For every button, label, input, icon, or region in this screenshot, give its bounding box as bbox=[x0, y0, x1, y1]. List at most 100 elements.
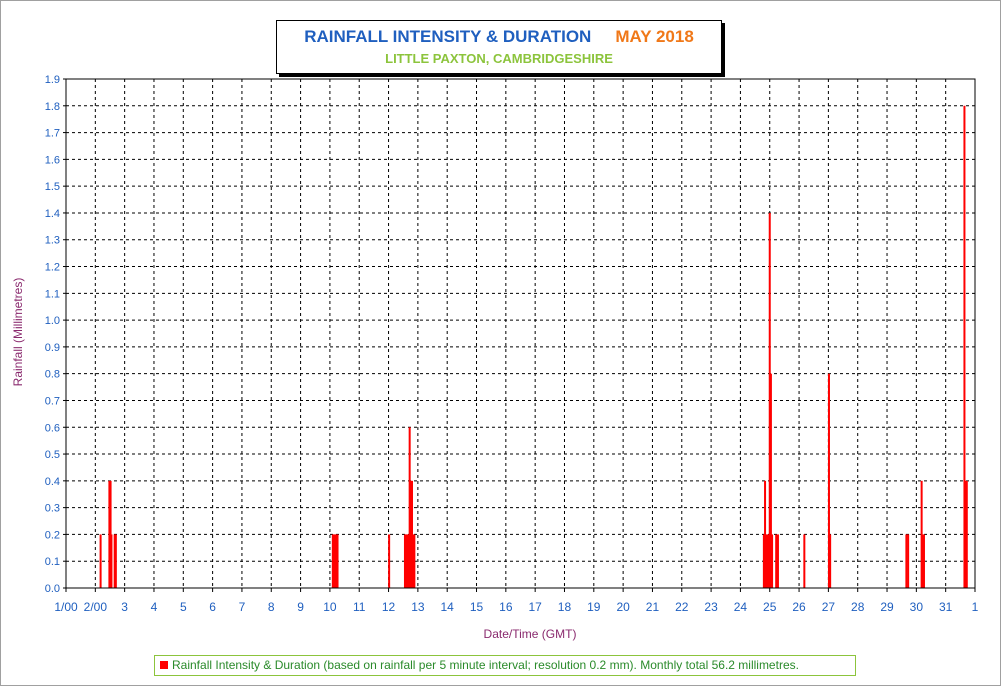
rainfall-bar bbox=[771, 534, 774, 588]
y-tick-labels: 0.0 0.1 0.2 0.3 0.4 0.5 0.6 0.7 0.8 0.9 1.0 1.1 1.2 1… bbox=[45, 74, 60, 595]
rainfall-bar bbox=[336, 534, 339, 588]
x-tick-label: 8 bbox=[268, 600, 275, 614]
y-tick-label: 0.2 bbox=[45, 529, 60, 541]
x-tick-label: 27 bbox=[822, 600, 836, 614]
rainfall-bar bbox=[407, 534, 410, 588]
rainfall-bar bbox=[920, 480, 923, 588]
x-tick-label: 1 bbox=[972, 600, 979, 614]
rainfall-bar bbox=[408, 427, 411, 588]
y-tick-label: 1.1 bbox=[45, 288, 60, 300]
rainfall-bar bbox=[333, 534, 336, 588]
rainfall-bar bbox=[921, 534, 924, 588]
y-tick-label: 1.9 bbox=[45, 74, 60, 86]
y-tick-label: 1.3 bbox=[45, 235, 60, 247]
y-tick-label: 1.5 bbox=[45, 181, 60, 193]
rainfall-bar bbox=[109, 480, 112, 588]
x-tick-label: 2/00 bbox=[84, 600, 108, 614]
y-tick-label: 0.4 bbox=[45, 476, 60, 488]
rainfall-bar bbox=[334, 534, 337, 588]
x-tick-label: 3 bbox=[121, 600, 128, 614]
y-tick-label: 1.2 bbox=[45, 262, 60, 274]
y-tick-label: 0.5 bbox=[45, 449, 60, 461]
x-tick-label: 15 bbox=[470, 600, 484, 614]
x-tick-label: 1/00 bbox=[54, 600, 78, 614]
rainfall-bar bbox=[907, 534, 910, 588]
rainfall-bar bbox=[827, 373, 830, 588]
rainfall-bar bbox=[406, 534, 409, 588]
rainfall-bar bbox=[905, 534, 908, 588]
legend-text: Rainfall Intensity & Duration (based on … bbox=[172, 658, 799, 672]
x-axis-label: Date/Time (GMT) bbox=[484, 627, 577, 641]
x-tick-label: 16 bbox=[499, 600, 513, 614]
y-axis-label: Rainfall (Millimetres) bbox=[11, 278, 25, 387]
y-tick-label: 0.3 bbox=[45, 503, 60, 515]
rainfall-bar bbox=[768, 212, 771, 588]
x-tick-label: 9 bbox=[297, 600, 304, 614]
rainfall-bar bbox=[764, 480, 767, 588]
x-tick-label: 28 bbox=[851, 600, 865, 614]
x-tick-label: 12 bbox=[382, 600, 396, 614]
y-tick-label: 0.7 bbox=[45, 395, 60, 407]
x-tick-label: 30 bbox=[910, 600, 924, 614]
legend-swatch bbox=[160, 661, 168, 669]
x-tick-label: 5 bbox=[180, 600, 187, 614]
rainfall-bars bbox=[99, 105, 968, 588]
rainfall-bar bbox=[765, 534, 768, 588]
x-tick-label: 22 bbox=[675, 600, 689, 614]
rainfall-bar bbox=[829, 534, 832, 588]
x-tick-label: 10 bbox=[323, 600, 337, 614]
title-box: RAINFALL INTENSITY & DURATION MAY 2018 LI… bbox=[276, 20, 722, 74]
rainfall-bar bbox=[99, 534, 102, 588]
y-tick-label: 0.1 bbox=[45, 556, 60, 568]
x-tick-label: 13 bbox=[411, 600, 425, 614]
x-tick-label: 26 bbox=[792, 600, 806, 614]
chart-month: MAY 2018 bbox=[615, 27, 694, 46]
y-tick-label: 0.9 bbox=[45, 342, 60, 354]
chart-subtitle: LITTLE PAXTON, CAMBRIDGESHIRE bbox=[385, 51, 613, 66]
x-tick-label: 14 bbox=[441, 600, 455, 614]
rainfall-bar bbox=[331, 534, 334, 588]
y-tick-label: 1.4 bbox=[45, 208, 60, 220]
legend: Rainfall Intensity & Duration (based on … bbox=[154, 655, 856, 676]
rainfall-bar bbox=[769, 373, 772, 588]
plot-border bbox=[65, 78, 976, 589]
rainfall-bar bbox=[803, 534, 806, 588]
rainfall-bar bbox=[413, 534, 416, 588]
rainfall-bar bbox=[403, 534, 406, 588]
x-tick-label: 7 bbox=[239, 600, 246, 614]
y-tick-label: 1.7 bbox=[45, 128, 60, 140]
rainfall-bar bbox=[963, 105, 966, 588]
rainfall-bar bbox=[113, 534, 116, 588]
x-tick-labels: 1/00 2/00 3 4 5 6 7 8 9 10 11 12 13 14 15 16 17 18 19 20 21 2… bbox=[54, 600, 978, 614]
rainfall-bar bbox=[335, 534, 338, 588]
rainfall-bar bbox=[762, 534, 765, 588]
rainfall-bar bbox=[114, 534, 117, 588]
rainfall-bar bbox=[412, 534, 415, 588]
x-tick-label: 31 bbox=[939, 600, 953, 614]
x-tick-label: 21 bbox=[646, 600, 660, 614]
x-tick-label: 18 bbox=[558, 600, 572, 614]
rainfall-bar bbox=[766, 534, 769, 588]
chart-title: RAINFALL INTENSITY & DURATION bbox=[304, 27, 592, 46]
rainfall-bar bbox=[776, 534, 779, 588]
y-tick-label: 0.6 bbox=[45, 422, 60, 434]
x-tick-label: 29 bbox=[880, 600, 894, 614]
x-tick-label: 24 bbox=[734, 600, 748, 614]
rainfall-bar bbox=[411, 480, 414, 588]
x-tick-label: 23 bbox=[704, 600, 718, 614]
x-tick-label: 17 bbox=[528, 600, 542, 614]
x-tick-label: 6 bbox=[209, 600, 216, 614]
rainfall-bar bbox=[110, 534, 113, 588]
rainfall-bar bbox=[775, 534, 778, 588]
y-tick-label: 1.6 bbox=[45, 154, 60, 166]
x-tick-label: 25 bbox=[763, 600, 777, 614]
x-tick-label: 20 bbox=[616, 600, 630, 614]
rainfall-bar bbox=[965, 480, 968, 588]
y-tick-label: 0.0 bbox=[45, 583, 60, 595]
x-tick-label: 11 bbox=[353, 600, 366, 614]
rainfall-bar bbox=[388, 534, 391, 588]
rainfall-bar bbox=[108, 480, 111, 588]
rainfall-bar bbox=[767, 534, 770, 588]
rainfall-bar bbox=[405, 534, 408, 588]
